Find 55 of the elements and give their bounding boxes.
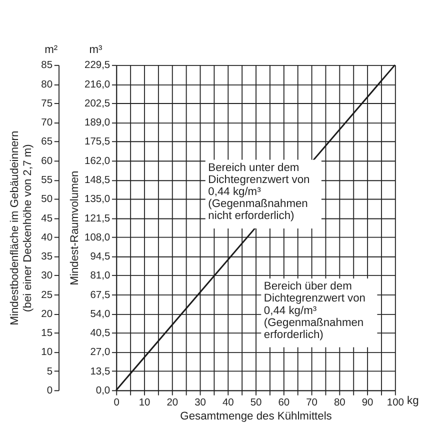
y2-tick-label: 67,5 — [90, 290, 110, 301]
y-tick-label: 20 — [41, 308, 53, 320]
y2-tick-label: 0,0 — [96, 385, 110, 396]
x-tick-label: 100 — [386, 398, 404, 409]
x-tick-label: 80 — [334, 398, 346, 409]
y2-tick-label: 148,5 — [84, 174, 110, 186]
y2-tick-label: 121,5 — [84, 213, 110, 224]
y-tick-label: 30 — [41, 270, 53, 282]
x-axis-title: Gesamtmenge des Kühlmittels — [180, 410, 332, 422]
y-tick-label: 15 — [41, 328, 53, 340]
y2-tick-label: 40,5 — [90, 328, 110, 340]
x-tick-label: 30 — [194, 398, 206, 409]
x-tick-label: 10 — [138, 398, 151, 409]
x-tick-label: 50 — [250, 398, 262, 409]
y-tick-label: 60 — [41, 156, 53, 167]
y-tick-label: 25 — [41, 290, 53, 301]
y2-tick-label: 162,0 — [84, 156, 110, 167]
y2-axis-title: Mindest-Raumvolumen — [69, 170, 82, 286]
y2-tick-label: 229,5 — [84, 60, 110, 72]
x-tick-label: 20 — [166, 398, 178, 409]
x-tick-label: 60 — [278, 398, 290, 409]
y-tick-label: 40 — [41, 232, 53, 244]
y-tick-label: 55 — [41, 174, 53, 186]
y2-tick-label: 81,0 — [90, 270, 110, 282]
y-tick-label: 35 — [41, 252, 53, 263]
y2-tick-label: 54,0 — [90, 308, 110, 320]
y-tick-label: 10 — [41, 347, 53, 358]
text: kg — [407, 395, 419, 408]
x-tick-label: 40 — [222, 398, 234, 409]
y2-tick-label: 13,5 — [90, 366, 110, 378]
y-tick-label: 45 — [41, 213, 53, 224]
x-tick-label: 0 — [114, 398, 120, 409]
y-tick-label: 50 — [41, 194, 53, 206]
text: m³ — [89, 44, 102, 56]
y2-tick-label: 216,0 — [84, 79, 110, 90]
annotation: Bereich über dem Dichtegrenzwert von 0,44 kg/m³ (Gegenmaßnahmen erforderlich) — [264, 280, 366, 341]
y2-tick-label: 135,0 — [84, 194, 110, 206]
y2-tick-label: 27,0 — [90, 347, 110, 358]
y-tick-label: 0 — [46, 385, 53, 396]
y2-tick-label: 108,0 — [84, 232, 110, 244]
x-tick-label: 70 — [306, 398, 318, 409]
y-tick-label: 65 — [41, 136, 53, 148]
y-tick-label: 5 — [46, 366, 53, 378]
y2-tick-label: 202,5 — [84, 98, 110, 110]
y2-tick-label: 94,5 — [90, 252, 110, 263]
y-tick-label: 70 — [41, 118, 53, 129]
y2-tick-label: 175,5 — [84, 136, 110, 148]
x-tick-label: 90 — [362, 398, 374, 409]
y2-tick-label: 189,0 — [84, 118, 110, 129]
y-tick-label: 80 — [41, 79, 53, 90]
annotation: Bereich unter dem Dichtegrenzwert von 0,44 kg/m³ (Gegenmaßnahmen nicht erforderlich) — [208, 162, 310, 222]
y-tick-label: 85 — [41, 60, 53, 72]
text: m² — [44, 44, 58, 56]
y-tick-label: 75 — [41, 98, 53, 110]
y-axis-title: Mindestbodenfläche im Gebäudeinnern (bei einer Deckenhöhe von 2,7 m) — [8, 130, 34, 326]
